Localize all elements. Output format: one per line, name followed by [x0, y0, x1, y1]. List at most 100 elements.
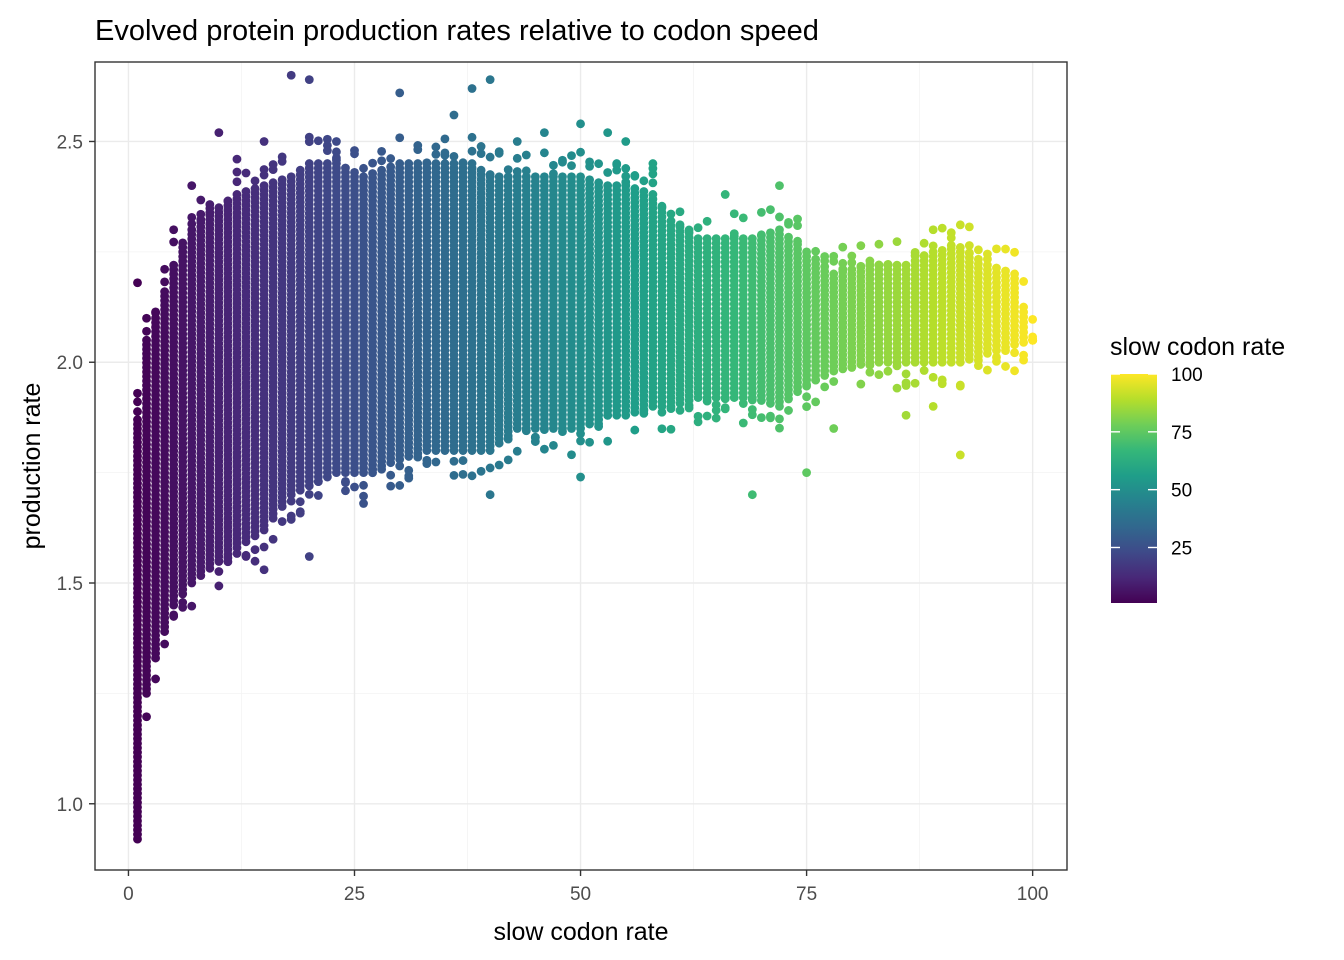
data-point: [404, 159, 414, 168]
chart-title: Evolved protein production rates relativ…: [95, 15, 819, 47]
data-point: [766, 205, 775, 215]
data-point: [178, 238, 188, 248]
outlier-point: [829, 424, 839, 433]
data-point: [738, 234, 748, 244]
data-point: [666, 209, 676, 219]
outlier-point: [720, 190, 730, 199]
data-point: [567, 151, 576, 161]
data-point: [603, 181, 613, 191]
data-point: [341, 486, 350, 496]
data-point: [775, 423, 784, 433]
data-point: [232, 190, 242, 199]
data-point: [413, 452, 423, 462]
outlier-point: [449, 110, 459, 120]
data-point: [558, 157, 567, 167]
data-point: [404, 473, 414, 483]
data-point: [485, 463, 495, 473]
data-point: [630, 184, 640, 193]
data-point: [648, 169, 658, 179]
data-point: [476, 466, 486, 476]
data-point: [756, 230, 766, 240]
data-point: [187, 212, 197, 222]
data-point: [485, 152, 495, 162]
data-point: [892, 237, 902, 247]
data-point: [422, 158, 432, 168]
data-point: [368, 169, 377, 178]
outlier-point: [304, 75, 314, 85]
data-point: [811, 254, 821, 264]
data-point: [169, 612, 179, 621]
data-point: [458, 158, 468, 168]
data-point: [793, 236, 802, 246]
data-point: [539, 444, 549, 454]
data-point: [720, 404, 730, 414]
data-point: [576, 429, 585, 439]
data-point: [359, 491, 368, 501]
data-point: [892, 260, 902, 270]
data-point: [621, 171, 631, 181]
data-point: [449, 159, 459, 168]
outlier-point: [304, 552, 314, 561]
data-point: [549, 440, 558, 450]
data-point: [178, 603, 188, 612]
data-point: [250, 545, 260, 555]
data-point: [232, 549, 242, 558]
data-point: [720, 394, 730, 404]
data-point: [268, 534, 278, 544]
data-point: [874, 370, 884, 380]
data-point: [196, 215, 206, 224]
data-point: [169, 237, 179, 247]
data-point: [549, 160, 558, 170]
data-point: [322, 159, 332, 168]
data-point: [304, 490, 314, 499]
data-point: [440, 134, 450, 144]
outlier-point: [232, 154, 242, 164]
outlier-point: [576, 472, 585, 482]
outlier-point: [775, 181, 784, 191]
data-point: [892, 383, 902, 393]
data-point: [286, 511, 296, 521]
data-point: [322, 146, 332, 156]
data-point: [214, 203, 224, 213]
data-point: [187, 219, 197, 229]
data-point: [847, 258, 857, 268]
data-point: [856, 379, 866, 389]
data-point: [142, 313, 151, 323]
data-point: [241, 187, 251, 196]
data-point: [196, 195, 206, 205]
data-point: [286, 496, 296, 506]
data-point: [395, 159, 405, 168]
data-point: [440, 148, 450, 158]
data-point: [666, 216, 676, 226]
data-point: [874, 260, 884, 270]
data-point: [250, 184, 260, 193]
data-point: [784, 232, 793, 242]
data-point: [494, 172, 504, 182]
data-point: [142, 712, 151, 722]
data-point: [775, 212, 784, 222]
data-point: [422, 455, 432, 465]
data-point: [133, 407, 142, 416]
data-point: [675, 207, 685, 217]
data-point: [829, 377, 839, 386]
data-point: [467, 159, 477, 168]
outlier-point: [539, 128, 549, 138]
data-point: [838, 264, 848, 274]
data-point: [160, 264, 170, 274]
data-point: [711, 400, 721, 410]
data-point: [675, 220, 685, 230]
data-point: [729, 209, 739, 219]
data-point: [313, 159, 323, 168]
data-point: [250, 556, 260, 566]
data-point: [151, 307, 160, 317]
data-point: [449, 470, 459, 480]
data-point: [766, 228, 775, 238]
data-point: [639, 187, 649, 196]
data-point: [784, 217, 793, 227]
data-point: [747, 395, 757, 405]
data-point: [594, 159, 604, 169]
data-point: [594, 178, 604, 188]
outlier-point: [359, 499, 368, 508]
data-point: [458, 456, 468, 465]
data-point: [503, 172, 513, 182]
